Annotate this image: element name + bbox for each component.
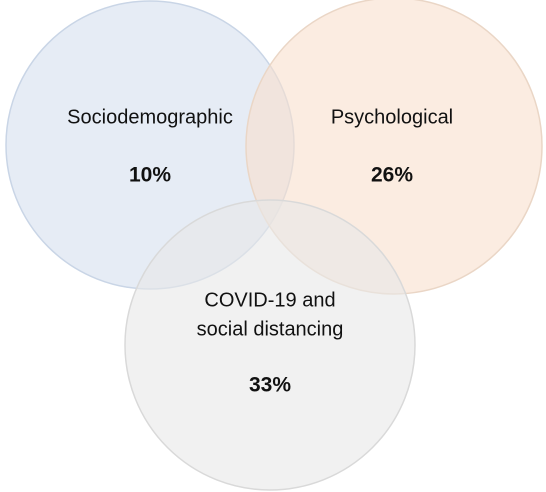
set-label: Psychological bbox=[331, 106, 453, 128]
set-percent: 33% bbox=[249, 374, 291, 397]
set-label: Sociodemographic bbox=[67, 106, 233, 128]
set-percent: 10% bbox=[129, 164, 171, 187]
set-percent: 26% bbox=[371, 164, 413, 187]
set-circle bbox=[124, 199, 416, 491]
set-label: COVID-19 and bbox=[204, 289, 335, 311]
set-label: social distancing bbox=[197, 318, 344, 340]
